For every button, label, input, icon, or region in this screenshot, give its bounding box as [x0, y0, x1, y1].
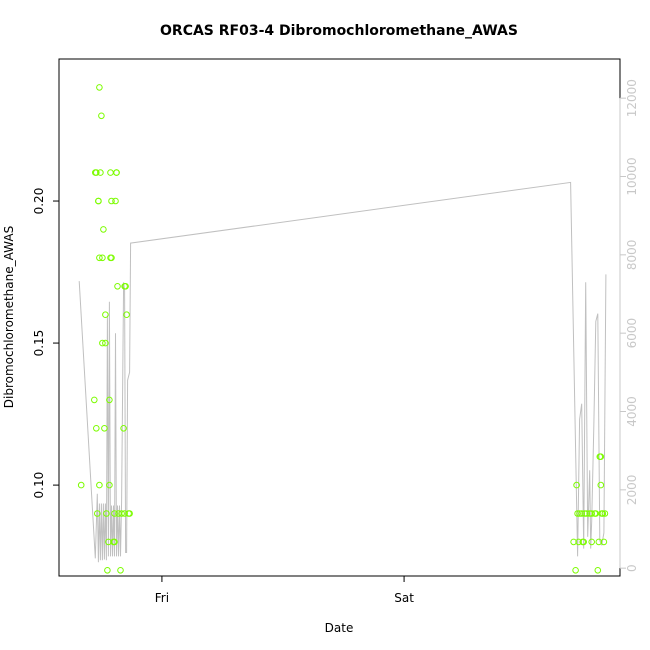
data-point — [96, 254, 103, 262]
series-line-layer — [78, 181, 607, 563]
x-tick-label: Fri — [155, 591, 169, 605]
data-point — [93, 425, 100, 432]
data-point — [599, 510, 607, 517]
y2-tick-label: 4000 — [625, 396, 639, 427]
data-point — [99, 339, 106, 347]
data-point — [597, 481, 605, 489]
data-point — [126, 510, 133, 517]
data-point — [601, 510, 609, 517]
data-point — [106, 396, 113, 404]
x-axis-label: Date — [325, 621, 354, 635]
data-point — [108, 197, 115, 205]
y2-tick-label: 10000 — [625, 157, 639, 195]
data-points-layer — [77, 84, 609, 574]
y-tick-label: 0.15 — [32, 330, 46, 357]
data-point — [111, 538, 118, 546]
data-point — [117, 567, 124, 574]
data-point — [97, 169, 104, 176]
data-point — [101, 425, 108, 432]
data-point — [106, 481, 113, 489]
data-point — [104, 567, 111, 574]
data-point — [112, 197, 119, 205]
data-point — [578, 510, 586, 517]
data-point — [570, 538, 577, 546]
y2-tick-label: 0 — [625, 564, 639, 572]
axes-layer: Fri Sat 0.10 0.15 0.20 0 2000 4000 6000 8000 10000… — [32, 79, 639, 605]
plot-frame — [58, 58, 621, 577]
data-point — [102, 311, 109, 319]
y-tick-label: 0.20 — [32, 188, 46, 215]
data-point — [96, 84, 103, 91]
data-point — [115, 510, 122, 517]
y2-tick-label: 2000 — [625, 475, 639, 506]
data-point — [99, 254, 106, 262]
data-point — [95, 197, 102, 205]
data-point — [77, 481, 85, 489]
data-point — [123, 311, 130, 319]
data-point — [120, 425, 127, 432]
data-point — [111, 510, 118, 517]
data-point — [94, 510, 101, 517]
data-point — [594, 567, 602, 574]
data-point — [588, 510, 596, 517]
data-point — [597, 453, 605, 461]
data-point — [113, 169, 120, 176]
y-axis-label: Dibromochloromethane_AWAS — [2, 226, 16, 408]
data-point — [114, 283, 121, 290]
y2-tick-label: 6000 — [625, 318, 639, 349]
data-point — [574, 510, 581, 517]
data-point — [96, 481, 103, 489]
data-point — [102, 339, 109, 347]
data-point — [108, 254, 115, 262]
data-point — [93, 169, 100, 176]
y2-tick-label: 12000 — [625, 79, 639, 117]
data-point — [118, 510, 125, 517]
data-point — [573, 481, 580, 489]
data-point — [91, 396, 98, 404]
data-point — [103, 510, 110, 517]
data-point — [600, 538, 608, 546]
data-point — [572, 567, 579, 574]
data-point — [100, 226, 107, 233]
data-point — [122, 283, 129, 290]
series-line — [78, 181, 607, 563]
data-point — [588, 538, 596, 546]
data-point — [107, 169, 114, 176]
data-point — [583, 510, 591, 517]
chart-title: ORCAS RF03-4 Dibromochloromethane_AWAS — [160, 23, 518, 39]
data-point — [98, 112, 105, 120]
data-point — [580, 538, 588, 546]
x-tick-label: Sat — [394, 591, 414, 605]
y-tick-label: 0.10 — [32, 472, 46, 499]
data-point — [581, 510, 589, 517]
y2-tick-label: 8000 — [625, 240, 639, 271]
data-point — [121, 510, 128, 517]
